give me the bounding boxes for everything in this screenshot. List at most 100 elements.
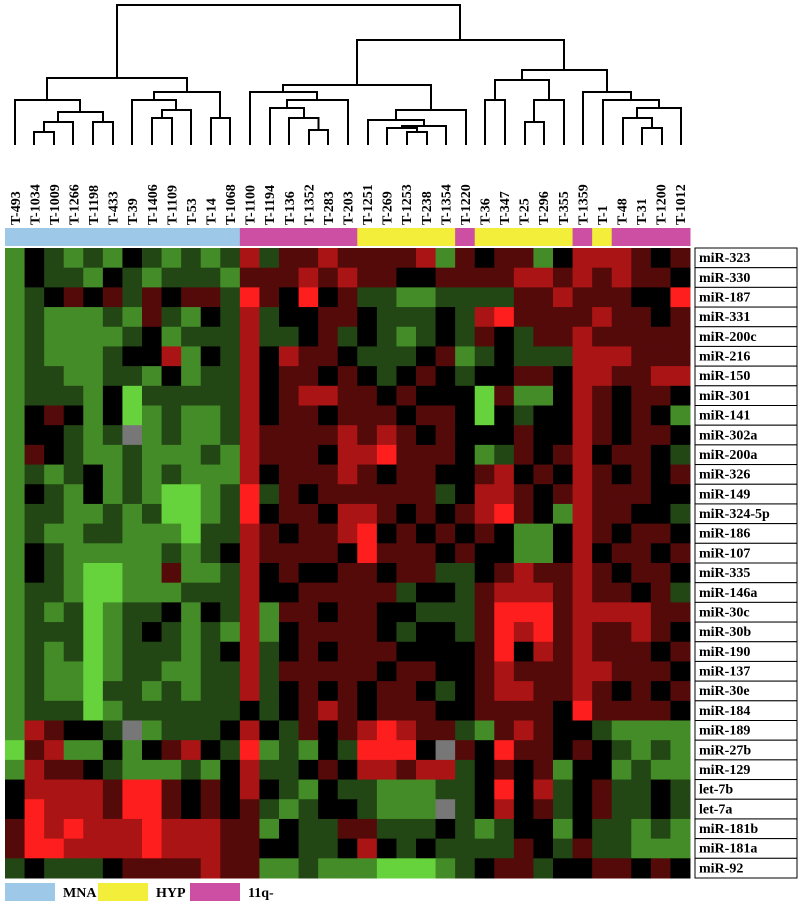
cell — [102, 444, 123, 466]
column-label: T-1352 — [302, 184, 317, 225]
cell — [631, 582, 652, 603]
cell — [611, 799, 632, 820]
cell — [161, 346, 182, 367]
cell — [181, 720, 202, 741]
cell — [455, 444, 476, 466]
cell — [455, 523, 476, 544]
cell — [63, 385, 84, 406]
cell — [161, 444, 182, 466]
cell — [474, 405, 495, 426]
cell — [181, 444, 202, 466]
cell — [435, 267, 456, 288]
cell — [611, 307, 632, 328]
cell — [220, 543, 241, 564]
cell — [396, 622, 417, 643]
row-label: miR-190 — [699, 645, 750, 660]
group-bar — [357, 228, 378, 246]
cell — [572, 484, 593, 505]
cell — [592, 444, 613, 466]
cell — [102, 759, 123, 781]
cell — [161, 464, 182, 485]
cell — [63, 287, 84, 308]
cell — [200, 858, 221, 879]
cell — [650, 681, 671, 702]
cell — [44, 563, 65, 584]
cell — [435, 346, 456, 367]
cell — [553, 425, 574, 446]
cell — [63, 838, 84, 859]
cell — [592, 484, 613, 505]
cell — [83, 759, 104, 781]
cell — [455, 405, 476, 426]
cell — [533, 307, 554, 328]
cell — [298, 385, 319, 406]
cell — [298, 366, 319, 387]
cell — [220, 779, 241, 800]
column-label: T-1359 — [576, 184, 591, 225]
cell — [494, 484, 515, 505]
cell — [44, 405, 65, 426]
cell — [161, 543, 182, 564]
group-bar — [318, 228, 339, 246]
cell — [494, 622, 515, 643]
cell — [298, 503, 319, 525]
cell — [298, 720, 319, 741]
row-label: miR-30e — [699, 684, 750, 699]
cell — [63, 248, 84, 269]
cell — [357, 307, 378, 328]
cell — [259, 503, 280, 525]
cell — [435, 582, 456, 603]
cell — [200, 366, 221, 387]
cell — [611, 818, 632, 840]
cell — [533, 563, 554, 584]
cell — [122, 700, 143, 721]
cell — [572, 503, 593, 525]
cell — [63, 444, 84, 466]
cell — [161, 582, 182, 603]
cell — [494, 563, 515, 584]
cell — [455, 582, 476, 603]
cell — [239, 385, 260, 406]
cell — [259, 759, 280, 781]
group-bar — [161, 228, 182, 246]
cell — [376, 248, 397, 269]
cell — [631, 759, 652, 781]
cell — [337, 681, 358, 702]
cell — [611, 503, 632, 525]
cell — [259, 818, 280, 840]
cell — [474, 307, 495, 328]
cell — [611, 622, 632, 643]
cell — [337, 248, 358, 269]
cell — [494, 838, 515, 859]
cell — [161, 385, 182, 406]
cell — [200, 661, 221, 682]
cell — [513, 248, 534, 269]
cell — [83, 622, 104, 643]
cell — [474, 326, 495, 347]
cell — [63, 759, 84, 781]
cell — [396, 779, 417, 800]
cell — [259, 464, 280, 485]
cell — [83, 385, 104, 406]
cell — [533, 523, 554, 544]
cell — [102, 838, 123, 859]
cell — [670, 346, 691, 367]
cell — [416, 484, 437, 505]
cell — [337, 326, 358, 347]
cell — [572, 326, 593, 347]
cell — [142, 759, 163, 781]
cell — [474, 563, 495, 584]
cell — [220, 818, 241, 840]
cell — [396, 503, 417, 525]
cell — [592, 582, 613, 603]
cell — [298, 582, 319, 603]
missing-cell — [435, 799, 456, 820]
cell — [416, 622, 437, 643]
cell — [5, 582, 26, 603]
cell — [611, 661, 632, 682]
cell — [357, 602, 378, 623]
row-label: miR-92 — [699, 861, 743, 876]
cell — [63, 858, 84, 879]
cell — [102, 661, 123, 682]
cell — [83, 248, 104, 269]
